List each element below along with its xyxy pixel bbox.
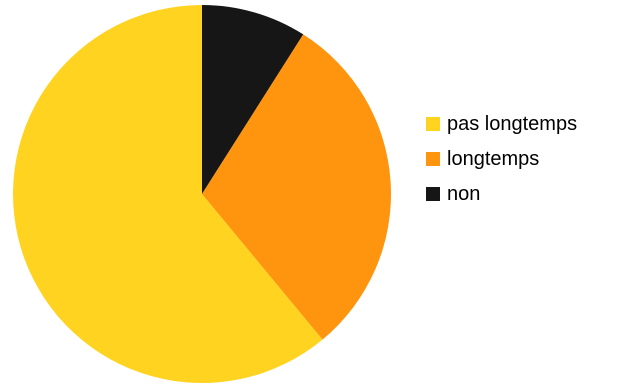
legend-item-pas-longtemps: pas longtemps bbox=[426, 106, 577, 141]
pie-slice-longtemps bbox=[202, 34, 391, 340]
legend-label: non bbox=[447, 182, 481, 205]
pie-slice-non bbox=[202, 5, 304, 194]
legend-swatch bbox=[426, 186, 440, 201]
legend-label: pas longtemps bbox=[447, 112, 578, 135]
legend-swatch bbox=[426, 151, 440, 166]
legend-item-longtemps: longtemps bbox=[426, 141, 577, 176]
pie-slice-pas-longtemps bbox=[12, 5, 323, 384]
legend-item-non: non bbox=[426, 176, 577, 211]
legend: pas longtemps longtemps non bbox=[426, 106, 577, 211]
legend-label: longtemps bbox=[447, 147, 540, 170]
legend-swatch bbox=[426, 116, 440, 131]
